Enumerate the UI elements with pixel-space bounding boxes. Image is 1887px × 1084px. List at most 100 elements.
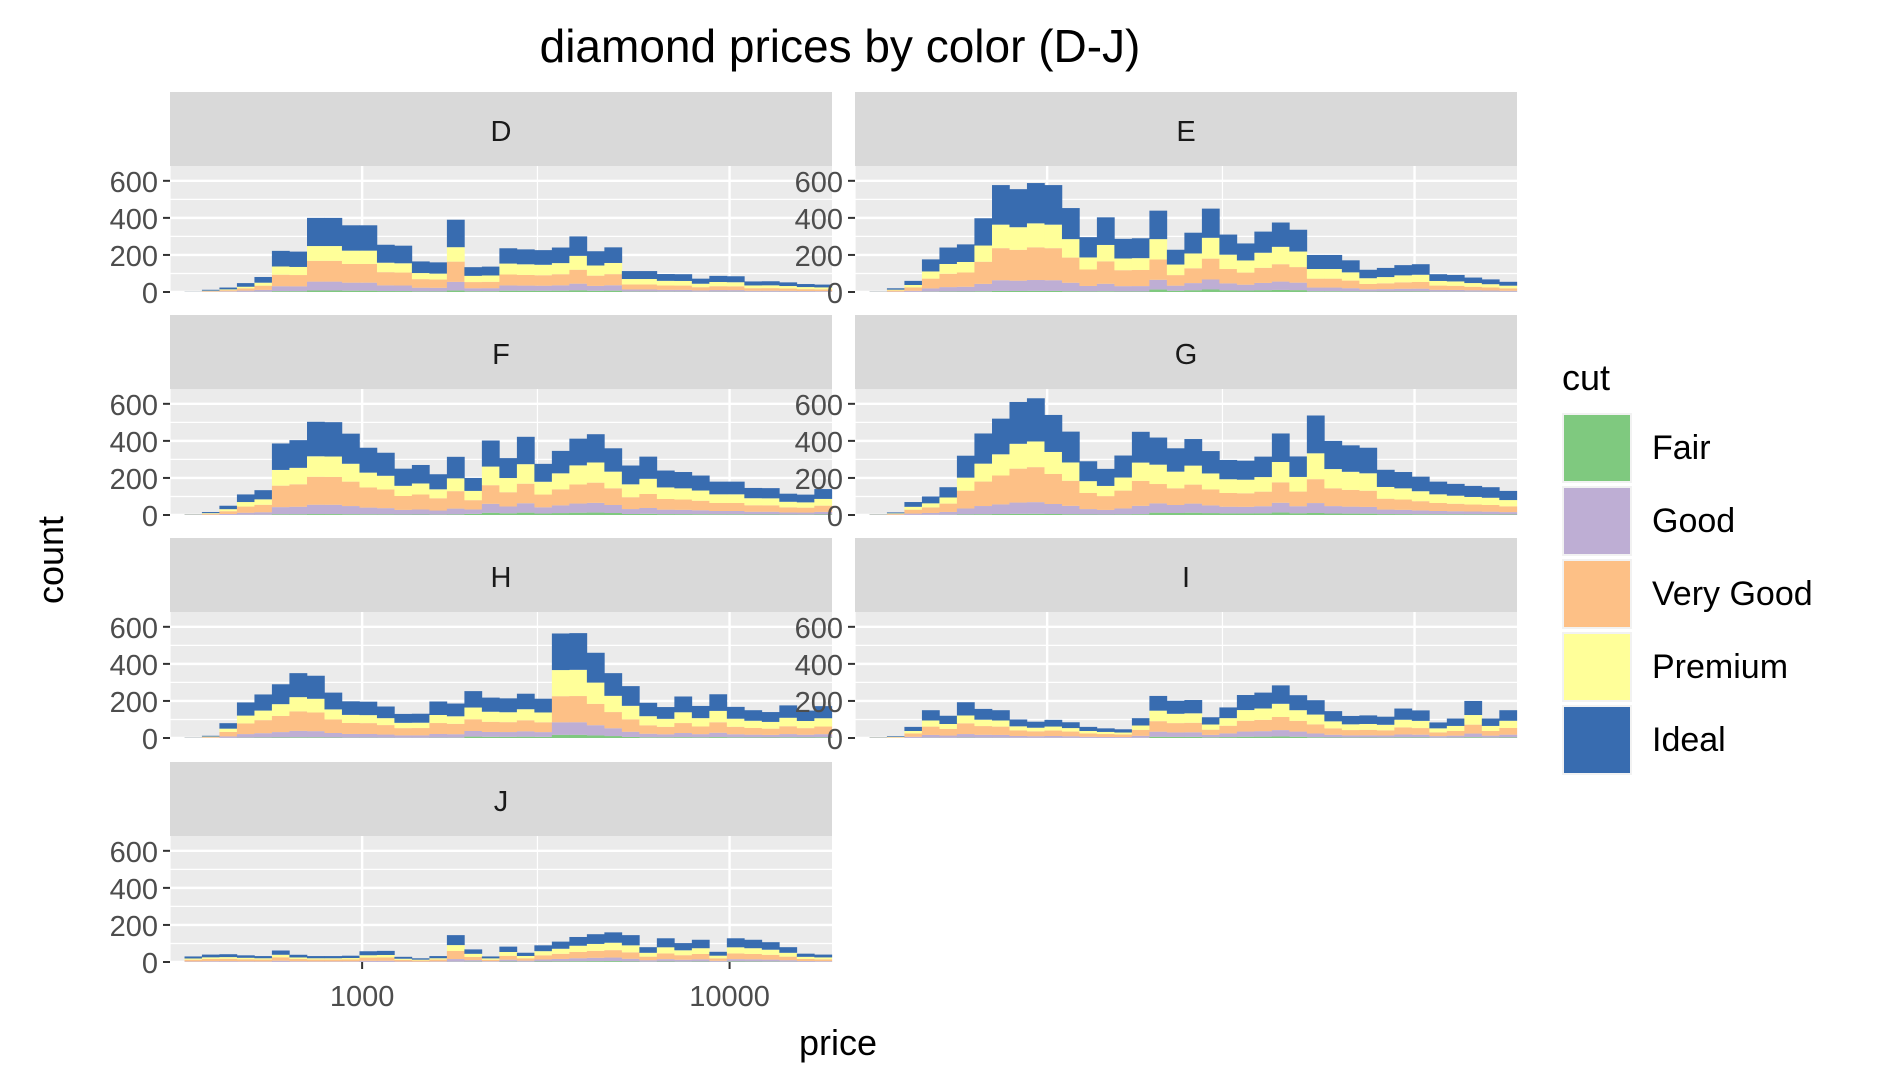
bar-segment: [939, 247, 958, 264]
bar-segment: [726, 494, 745, 503]
bar-segment: [569, 438, 588, 466]
bar-segment: [604, 274, 623, 286]
bar-segment: [639, 737, 658, 738]
bar-segment: [1271, 482, 1290, 503]
bar-segment: [1131, 718, 1150, 726]
bar-segment: [796, 734, 815, 738]
bar-segment: [586, 285, 605, 291]
y-tick-label: 200: [795, 687, 843, 719]
bar-segment: [1061, 291, 1080, 292]
bar-segment: [324, 733, 343, 738]
bar-segment: [1096, 731, 1115, 735]
legend-label: Fair: [1652, 429, 1711, 467]
bar-segment: [796, 494, 815, 503]
y-tick-label: 0: [142, 724, 158, 756]
bar-segment: [376, 950, 395, 955]
bar-segment: [359, 263, 378, 283]
y-tick-label: 200: [110, 911, 158, 943]
bar-segment: [1201, 734, 1220, 738]
bar-segment: [429, 715, 448, 724]
bar-segment: [621, 514, 640, 515]
bar-segment: [481, 503, 500, 513]
bar-segment: [621, 731, 640, 737]
bar-segment: [691, 953, 710, 960]
bar-segment: [1411, 501, 1430, 511]
bar-segment: [394, 272, 413, 286]
bar-segment: [621, 945, 640, 953]
bar-segment: [779, 290, 798, 292]
bar-segment: [1446, 730, 1465, 736]
bar-segment: [814, 961, 833, 962]
bar-segment: [271, 274, 290, 287]
bar-segment: [1061, 282, 1080, 292]
bar-segment: [569, 512, 588, 515]
bar-segment: [1271, 512, 1290, 515]
bar-segment: [939, 263, 958, 274]
bar-segment: [236, 961, 255, 962]
bar-segment: [1411, 281, 1430, 289]
bar-segment: [1306, 737, 1325, 738]
bar-segment: [779, 507, 798, 513]
bar-segment: [1009, 735, 1028, 738]
bar-segment: [1096, 736, 1115, 738]
bar-segment: [481, 697, 500, 712]
bar-segment: [1044, 248, 1063, 281]
bar-segment: [1499, 512, 1518, 515]
bar-segment: [376, 706, 395, 719]
bar-segment: [1306, 724, 1325, 734]
bar-segment: [1149, 279, 1168, 290]
bar-segment: [499, 478, 518, 493]
bar-segment: [796, 512, 815, 515]
bar-segment: [904, 280, 923, 285]
bar-segment: [1289, 720, 1308, 732]
bar-segment: [779, 956, 798, 961]
bar-segment: [621, 961, 640, 962]
y-tick-label: 400: [110, 204, 158, 236]
bar-segment: [656, 274, 675, 281]
bar-segment: [446, 491, 465, 509]
bar-segment: [1079, 733, 1098, 737]
bar-segment: [1446, 289, 1465, 292]
bar-segment: [1201, 505, 1220, 514]
bar-segment: [271, 737, 290, 738]
bar-segment: [992, 734, 1010, 738]
bar-segment: [621, 952, 640, 959]
bar-segment: [1219, 707, 1238, 719]
bar-segment: [1429, 289, 1448, 292]
bar-segment: [726, 481, 745, 495]
bar-segment: [691, 290, 710, 292]
bar-segment: [569, 958, 588, 962]
bar-segment: [534, 951, 553, 956]
bar-segment: [1464, 286, 1483, 291]
facet-label: F: [492, 339, 510, 371]
bar-segment: [446, 478, 465, 492]
bar-segment: [1306, 700, 1325, 715]
bar-segment: [796, 728, 815, 735]
bar-segment: [1481, 279, 1500, 285]
bar-segment: [376, 285, 395, 292]
bar-segment: [814, 514, 833, 515]
bar-segment: [956, 244, 975, 262]
bar-segment: [1394, 472, 1413, 489]
bar-segment: [761, 514, 780, 515]
bar-segment: [1499, 490, 1518, 501]
bar-segment: [1429, 285, 1448, 290]
bar-segment: [1289, 456, 1308, 477]
y-tick-label: 600: [110, 167, 158, 199]
bar-segment: [1394, 265, 1413, 276]
legend-swatch: [1564, 488, 1630, 554]
bar-segment: [1394, 291, 1413, 292]
bar-segment: [201, 735, 220, 737]
bar-segment: [1166, 512, 1185, 515]
bar-segment: [481, 275, 500, 282]
bar-segment: [1009, 443, 1028, 469]
bar-segment: [1061, 728, 1080, 732]
bar-segment: [499, 722, 518, 733]
bar-segment: [516, 736, 535, 738]
bar-segment: [289, 251, 308, 267]
bar-segment: [1219, 479, 1238, 493]
bar-segment: [429, 474, 448, 490]
bar-segment: [796, 958, 815, 961]
bar-segment: [974, 261, 993, 284]
bar-segment: [429, 956, 448, 959]
